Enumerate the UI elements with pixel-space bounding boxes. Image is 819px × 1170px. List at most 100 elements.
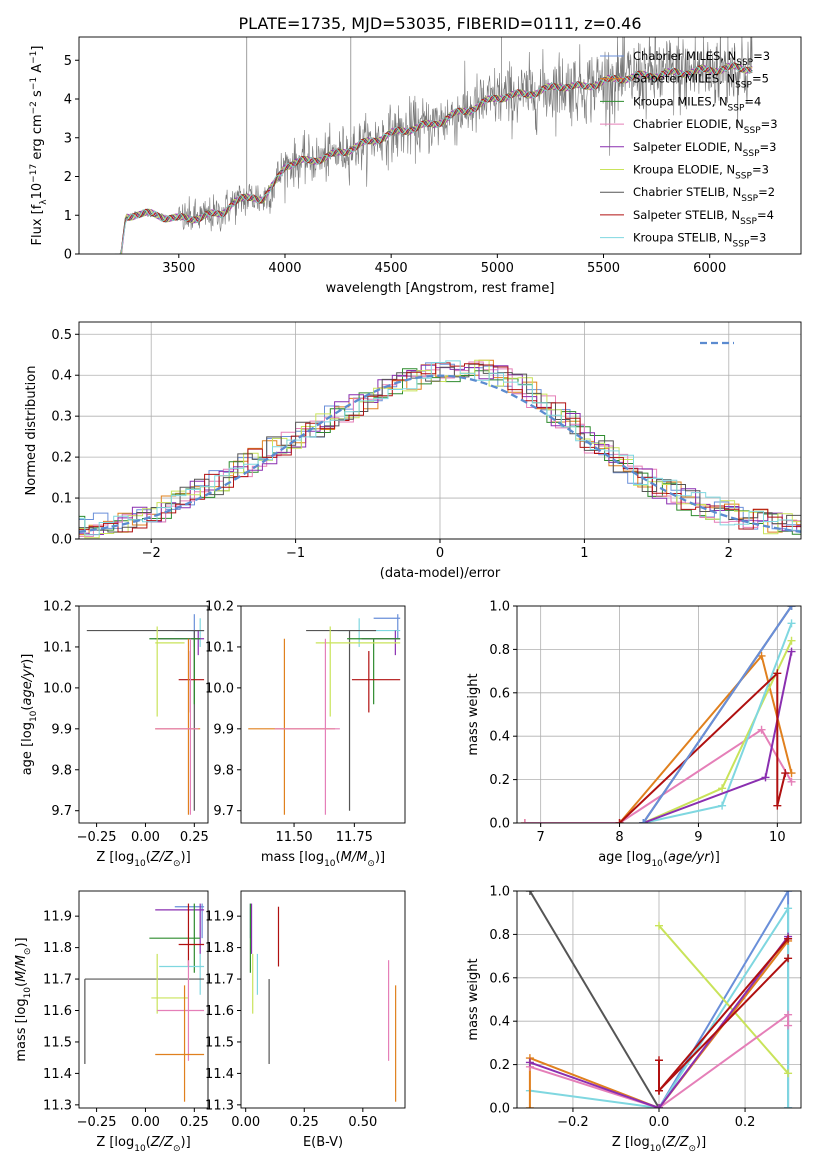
residuals-panel: −2 −1 0 1 2 0.0 0.1 0.2 0.3 0.4 0.5 (data-model)/er… (24, 321, 802, 581)
x-tick-label: 1 (580, 546, 588, 561)
y-tick-label: 9.8 (51, 763, 72, 778)
ebv_mass-frame (240, 890, 406, 1109)
x-tick-label: 0.00 (131, 1115, 160, 1130)
legend-label: Salpeter MILES, NSSP=5 (633, 72, 769, 91)
x-tick-label: −2 (142, 546, 161, 561)
model-spectrum-red (115, 62, 753, 254)
weight-marker-red (784, 954, 793, 963)
x-tick-label: 0.0 (649, 1115, 670, 1130)
legend-label: Salpeter STELIB, NSSP=4 (633, 208, 774, 227)
y-tick-label: 9.7 (51, 804, 72, 819)
spectrum-frame (78, 36, 802, 255)
x-tick-label: 11.50 (275, 830, 312, 845)
x-tick-label: −0.25 (77, 1115, 117, 1130)
ebv_mass-plot-area (249, 903, 397, 1102)
y-tick-label: 0.0 (489, 1102, 510, 1117)
x-axis-label: E(B-V) (303, 1135, 343, 1150)
y-tick-label: 0.6 (489, 971, 510, 986)
x-tick-label: 9 (694, 830, 702, 845)
age_weight-panel: 7 8 9 10 0.0 0.2 0.4 0.6 0.8 1.0 age [log10(age/yr… (466, 600, 802, 869)
x-axis-label: wavelength [Angstrom, rest frame] (326, 281, 555, 296)
spectrum-plot-area (115, 37, 753, 254)
weight-marker-blue (787, 606, 796, 610)
ebv_mass-panel: 0.00 0.25 0.50 11.3 11.4 11.5 11.6 11.7 11.8 11.9… (205, 890, 406, 1150)
y-tick-label: 0.1 (51, 492, 72, 507)
weight-marker-purple (655, 1104, 663, 1108)
x-tick-label: 4500 (375, 261, 408, 276)
y-axis-label: mass weight (466, 958, 481, 1040)
y-tick-label: 11.7 (205, 973, 234, 988)
histogram-orange (79, 359, 801, 536)
weight-line-yellowgreen (658, 925, 789, 1074)
weight-marker-red (773, 801, 782, 810)
weight-marker-red (781, 769, 790, 778)
y-tick-label: 9.9 (213, 722, 234, 737)
y-tick-label: 11.4 (43, 1067, 72, 1082)
weight-line-purple (529, 935, 789, 1108)
weight-line-purple (642, 651, 793, 823)
model-spectrum-pink (115, 62, 753, 254)
x-axis-label: (data-model)/error (380, 566, 501, 581)
weight-marker-red (784, 934, 793, 943)
y-axis-label: Normed distribution (24, 366, 39, 496)
weight-marker-pink (757, 725, 766, 734)
y-tick-label: 10.2 (43, 600, 72, 615)
y-tick-label: 0 (64, 248, 72, 263)
x-tick-label: −0.2 (557, 1115, 589, 1130)
x-tick-label: 3500 (162, 261, 195, 276)
weight-marker-pink (784, 1010, 793, 1019)
weight-marker-orange (757, 651, 766, 660)
z_mass-frame (78, 890, 209, 1109)
y-tick-label: 4 (64, 93, 72, 108)
y-tick-label: 11.9 (43, 910, 72, 925)
z_mass-panel: −0.25 0.00 0.25 11.3 11.4 11.5 11.6 11.7 11.8 11.… (14, 890, 209, 1154)
z_mass-plot-area (84, 903, 205, 1102)
y-tick-label: 10.0 (205, 681, 234, 696)
x-tick-label: 0.25 (180, 1115, 209, 1130)
weight-line-pink (529, 1013, 790, 1108)
y-tick-label: 0.4 (489, 730, 510, 745)
legend-label: Chabrier ELODIE, NSSP=3 (633, 117, 778, 136)
weight-marker-pink (784, 1021, 793, 1030)
weight-line-red (618, 672, 787, 823)
z_weight-plot-area (525, 891, 793, 1108)
y-tick-label: 0.2 (489, 1058, 510, 1073)
residuals-plot-area (79, 359, 801, 539)
y-tick-label: 0.6 (489, 686, 510, 701)
weight-marker-blue (639, 819, 648, 823)
x-tick-label: 8 (615, 830, 623, 845)
z_age-frame (78, 605, 209, 824)
x-axis-label: age [log10(age/yr)] (598, 850, 720, 869)
histogram-cyan (79, 360, 801, 536)
x-tick-label: 6000 (693, 261, 726, 276)
mass_age-frame (240, 605, 406, 824)
y-tick-label: 0.0 (489, 817, 510, 832)
weight-marker-red (773, 669, 782, 678)
mass_age-panel: 11.50 11.75 9.7 9.8 9.9 10.0 10.1 10.2 mass [log… (205, 600, 406, 869)
y-tick-label: 11.5 (43, 1035, 72, 1050)
legend-label: Kroupa STELIB, NSSP=3 (633, 231, 766, 250)
weight-marker-cyan (784, 1104, 793, 1108)
weight-marker-gray (525, 891, 534, 895)
z_weight-panel: −0.2 0.0 0.2 0.0 0.2 0.4 0.6 0.8 1.0 Z [log10(Z/Z… (466, 885, 802, 1154)
y-tick-label: 11.3 (43, 1098, 72, 1113)
y-tick-label: 1.0 (489, 600, 510, 615)
weight-marker-pink (520, 819, 529, 823)
y-axis-label: mass weight (466, 673, 481, 755)
z_age-panel: −0.25 0.00 0.25 9.7 9.8 9.9 10.0 10.1 10.2 Z [log… (20, 600, 209, 870)
y-tick-label: 9.8 (213, 763, 234, 778)
spectrum-legend: Chabrier MILES, NSSP=3 Salpeter MILES, NS… (600, 49, 778, 250)
x-tick-label: 7 (537, 830, 545, 845)
weight-line-cyan (529, 907, 790, 1108)
mass_age-plot-area (248, 614, 401, 815)
legend-label: Kroupa MILES, NSSP=4 (633, 94, 761, 113)
y-tick-label: 0.0 (51, 533, 72, 548)
x-tick-label: 0.50 (348, 1115, 377, 1130)
weight-marker-red (655, 1056, 663, 1065)
x-axis-label: mass [log10(M/M⊙)] (261, 850, 385, 869)
weight-marker-pink (787, 777, 796, 786)
y-tick-label: 2 (64, 170, 72, 185)
weight-marker-yellowgreen (718, 784, 727, 793)
y-tick-label: 9.9 (51, 722, 72, 737)
